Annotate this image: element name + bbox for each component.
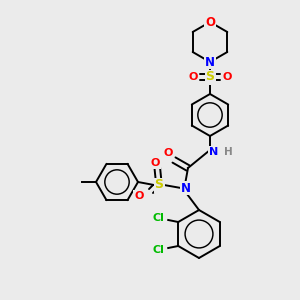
Text: O: O [163, 148, 173, 158]
Text: S: S [154, 178, 164, 191]
Text: N: N [209, 147, 219, 157]
Text: S: S [206, 70, 214, 83]
Text: O: O [205, 16, 215, 28]
Text: N: N [205, 56, 215, 68]
Text: O: O [134, 191, 144, 201]
Text: Cl: Cl [152, 245, 164, 255]
Text: H: H [224, 147, 233, 157]
Text: O: O [150, 158, 160, 168]
Text: Cl: Cl [152, 213, 164, 223]
Text: O: O [222, 72, 232, 82]
Text: O: O [188, 72, 198, 82]
Text: N: N [181, 182, 191, 194]
